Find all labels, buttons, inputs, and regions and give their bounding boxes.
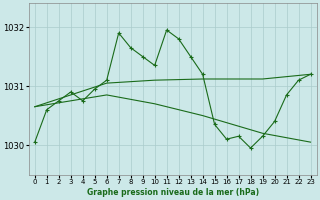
X-axis label: Graphe pression niveau de la mer (hPa): Graphe pression niveau de la mer (hPa) [87, 188, 259, 197]
